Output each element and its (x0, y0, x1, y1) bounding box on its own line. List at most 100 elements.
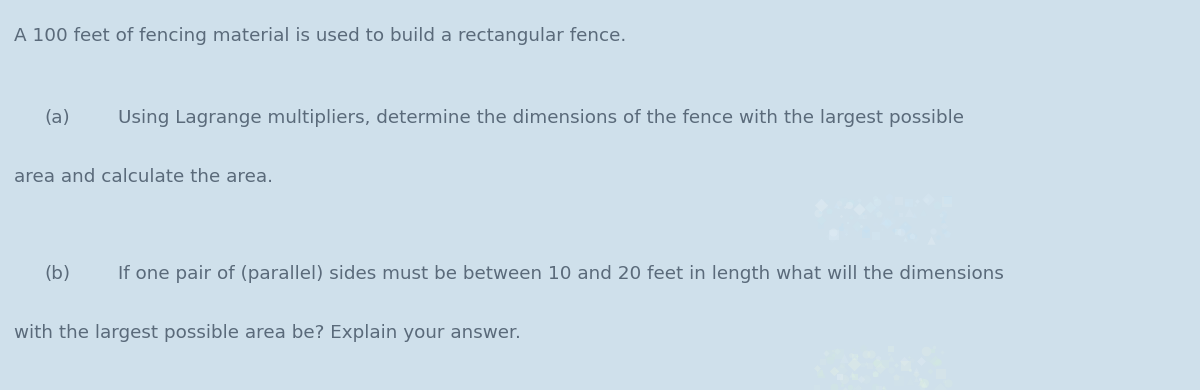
Point (857, 226, 876, 232)
Point (811, 199, 830, 206)
Point (811, 202, 830, 209)
Text: (b): (b) (44, 265, 71, 283)
Point (865, 220, 884, 227)
Point (874, 384, 893, 390)
Point (882, 367, 901, 374)
Point (938, 197, 958, 203)
Point (817, 198, 836, 204)
Point (929, 359, 948, 365)
Point (919, 355, 938, 361)
Point (934, 209, 953, 215)
Point (845, 361, 864, 367)
Point (836, 228, 856, 234)
Point (850, 206, 869, 212)
Point (935, 378, 954, 385)
Point (920, 368, 940, 374)
Point (840, 384, 859, 390)
Point (926, 202, 946, 209)
Point (821, 357, 840, 363)
Point (868, 199, 887, 205)
Point (833, 362, 852, 368)
Point (889, 378, 908, 385)
Text: area and calculate the area.: area and calculate the area. (14, 168, 274, 186)
Point (862, 351, 881, 358)
Point (846, 225, 865, 231)
Point (845, 355, 864, 361)
Point (851, 223, 870, 229)
Point (850, 197, 869, 203)
Point (900, 367, 919, 373)
Point (823, 229, 842, 235)
Point (906, 236, 925, 242)
Text: (a): (a) (44, 109, 71, 127)
Point (860, 363, 880, 369)
Point (840, 202, 859, 208)
Point (835, 386, 854, 390)
Point (931, 212, 950, 218)
Point (852, 376, 871, 382)
Point (812, 236, 832, 242)
Text: Using Lagrange multipliers, determine the dimensions of the fence with the large: Using Lagrange multipliers, determine th… (118, 109, 964, 127)
Point (827, 348, 846, 355)
Point (937, 230, 956, 237)
Point (865, 360, 884, 366)
Point (900, 354, 919, 360)
Point (830, 374, 850, 380)
Point (932, 349, 952, 355)
Point (896, 362, 916, 369)
Point (889, 198, 908, 204)
Point (912, 377, 931, 383)
Point (880, 351, 899, 357)
Point (848, 385, 868, 390)
Point (900, 378, 919, 384)
Point (842, 371, 862, 377)
Point (844, 385, 863, 390)
Point (841, 214, 860, 220)
Point (881, 346, 900, 352)
Point (938, 380, 958, 386)
Point (853, 362, 872, 368)
Point (865, 371, 884, 377)
Point (856, 376, 875, 382)
Point (887, 362, 906, 368)
Point (907, 371, 926, 377)
Point (852, 211, 871, 218)
Point (882, 218, 901, 224)
Point (871, 364, 890, 370)
Point (811, 217, 830, 223)
Point (848, 200, 868, 206)
Point (865, 384, 884, 390)
Point (835, 375, 854, 381)
Point (806, 385, 826, 390)
Point (812, 358, 832, 365)
Point (887, 209, 906, 216)
Point (929, 234, 948, 240)
Point (823, 352, 842, 358)
Point (836, 231, 856, 238)
Point (913, 209, 932, 215)
Point (916, 347, 935, 354)
Point (824, 384, 844, 390)
Point (878, 220, 898, 226)
Point (914, 381, 934, 387)
Point (854, 211, 874, 217)
Point (937, 199, 956, 205)
Point (860, 204, 880, 210)
Point (894, 358, 913, 364)
Point (848, 223, 868, 230)
Point (857, 231, 876, 237)
Point (875, 217, 894, 223)
Point (902, 233, 922, 239)
Point (905, 233, 924, 239)
Point (906, 202, 925, 208)
Point (882, 355, 901, 361)
Point (888, 229, 907, 235)
Point (935, 222, 954, 229)
Point (838, 220, 857, 226)
Point (922, 236, 941, 243)
Text: A 100 feet of fencing material is used to build a rectangular fence.: A 100 feet of fencing material is used t… (14, 27, 626, 45)
Point (930, 385, 949, 390)
Point (829, 351, 848, 357)
Point (911, 376, 930, 383)
Point (932, 216, 952, 223)
